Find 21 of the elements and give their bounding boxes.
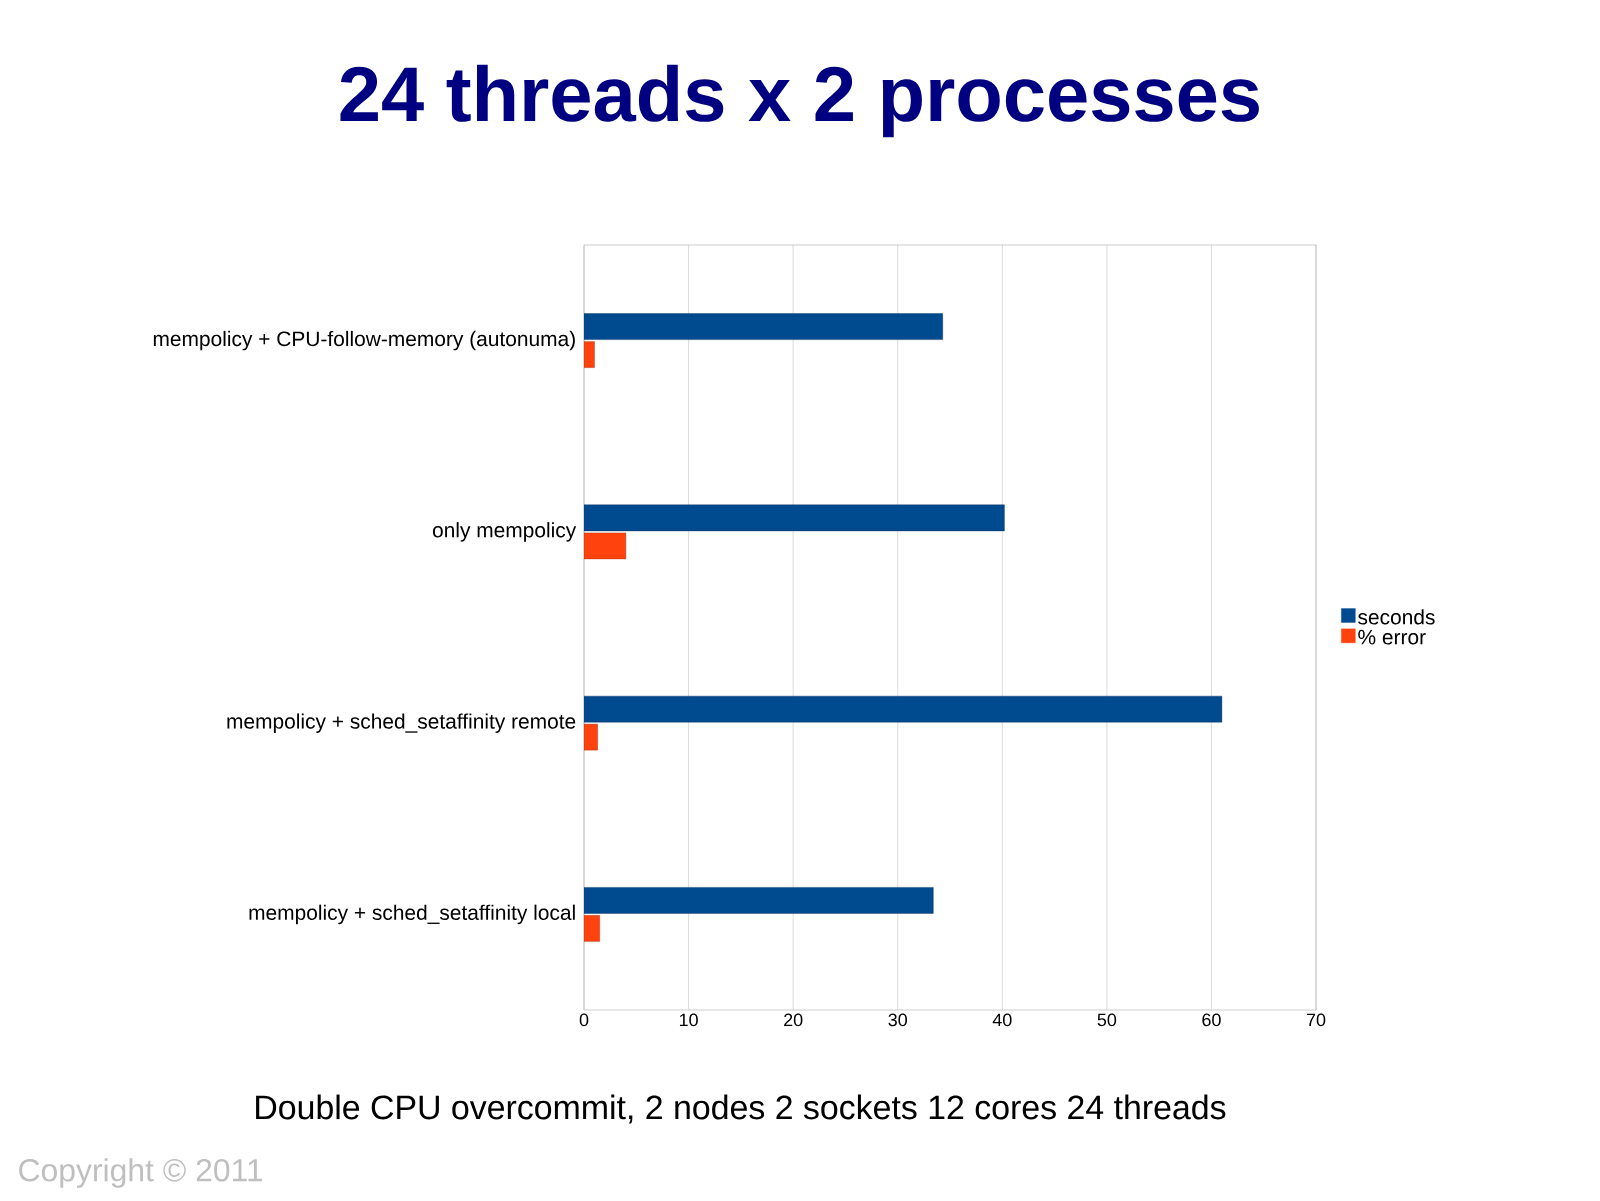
- x-tick-label: 50: [1097, 1013, 1117, 1027]
- legend-label: % error: [1358, 629, 1426, 645]
- bar: [584, 887, 934, 914]
- y-tick-label: mempolicy + sched_setaffinity local: [249, 904, 575, 925]
- y-tick-label: only mempolicy: [432, 522, 577, 542]
- text: Double CPU overcommit, 2 nodes 2 sockets 12 cores 24 threads: [256, 1094, 1226, 1124]
- x-tick-label: 0: [579, 1013, 589, 1027]
- chart-title: 24 threads x 2 processes: [340, 64, 1259, 138]
- legend-label: seconds: [1358, 609, 1435, 625]
- x-tick-label: 20: [784, 1013, 803, 1027]
- bar: [584, 313, 943, 340]
- y-tick-label: mempolicy + sched_setaffinity remote: [227, 713, 576, 733]
- x-tick-label: 60: [1202, 1013, 1221, 1027]
- x-tick-label: 70: [1306, 1013, 1326, 1027]
- x-tick-label: 40: [992, 1013, 1012, 1027]
- x-tick-label: 10: [679, 1013, 698, 1027]
- text: Copyright © 2011: [19, 1158, 263, 1188]
- y-tick-label: mempolicy + CPU-follow-memory (autonuma): [153, 330, 575, 351]
- x-tick-label: 30: [888, 1013, 908, 1027]
- bar: [584, 504, 1005, 532]
- bar: [584, 695, 1223, 723]
